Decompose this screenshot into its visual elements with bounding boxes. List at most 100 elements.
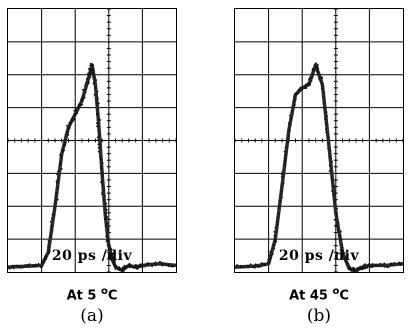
- sample-dot: [264, 263, 266, 266]
- sample-dot: [57, 170, 59, 173]
- sample-dot: [82, 98, 84, 101]
- sample-dot: [57, 186, 59, 189]
- sample-dot: [110, 248, 113, 251]
- sample-dot: [316, 70, 319, 73]
- sample-dot: [96, 102, 98, 104]
- sample-dot: [279, 200, 281, 202]
- sample-dot: [96, 90, 99, 93]
- sample-dot: [64, 133, 67, 136]
- sample-dot: [368, 262, 371, 265]
- sample-dot: [50, 224, 52, 227]
- sample-dot: [315, 62, 317, 64]
- sample-dot: [108, 245, 111, 248]
- sample-dot: [269, 250, 272, 253]
- sample-dot: [59, 163, 61, 166]
- sample-dot: [64, 142, 67, 145]
- sample-dot: [28, 265, 30, 268]
- sample-dot: [89, 64, 92, 67]
- sample-dot: [301, 88, 304, 91]
- degree-symbol-b: o: [332, 286, 340, 297]
- sample-dot: [321, 83, 323, 85]
- sample-dot: [343, 251, 345, 254]
- sample-dot: [85, 88, 87, 91]
- sample-dot: [84, 91, 87, 94]
- sample-dot: [56, 198, 59, 201]
- sample-dot: [118, 269, 121, 271]
- sample-dot: [105, 240, 108, 243]
- sample-dot: [291, 110, 293, 112]
- sample-dot: [288, 135, 291, 137]
- sample-dot: [33, 266, 36, 268]
- sample-dot: [281, 171, 284, 174]
- sample-dot: [363, 264, 365, 267]
- sample-dot: [8, 267, 11, 270]
- sample-dot: [64, 141, 66, 144]
- sample-dot: [138, 263, 141, 266]
- sample-dot: [107, 229, 110, 232]
- timebase-label-a: 20 ps /div: [51, 248, 133, 264]
- sample-dot: [12, 267, 15, 270]
- sample-dot: [93, 94, 96, 96]
- sample-dot: [19, 267, 22, 269]
- sample-dot: [100, 167, 103, 170]
- sample-dot: [109, 258, 112, 261]
- sample-dot: [84, 82, 87, 84]
- sample-dot: [321, 77, 324, 80]
- waveform-plot-b: [235, 9, 403, 272]
- sample-dot: [340, 230, 342, 233]
- condition-label-b: At 45 oC: [234, 286, 404, 303]
- sample-dot: [159, 261, 161, 264]
- sample-dot: [98, 130, 100, 132]
- sample-dot: [138, 265, 141, 268]
- sample-dot: [325, 131, 327, 134]
- sample-dot: [69, 122, 72, 125]
- sample-dot: [330, 175, 333, 178]
- sample-dot: [325, 111, 328, 114]
- sample-dot: [60, 156, 63, 158]
- sample-dot: [336, 229, 339, 232]
- sample-dot: [291, 111, 293, 114]
- sample-dot: [60, 168, 63, 170]
- sample-dot: [97, 146, 100, 149]
- sample-dot: [334, 198, 337, 201]
- sample-dot: [364, 266, 367, 269]
- sample-dot: [104, 225, 107, 227]
- sample-dot: [104, 217, 107, 220]
- sample-dot: [91, 73, 94, 76]
- sample-dot: [306, 82, 309, 85]
- sample-dot: [341, 253, 344, 256]
- sample-dot: [105, 233, 108, 235]
- sample-dot: [253, 267, 256, 269]
- sample-dot: [274, 239, 276, 242]
- sample-dot: [313, 70, 316, 73]
- sample-dot: [274, 226, 277, 229]
- sample-dot: [96, 136, 99, 139]
- sample-dot: [331, 190, 333, 192]
- sample-dot: [272, 246, 275, 249]
- sample-dot: [67, 131, 70, 133]
- condition-unit-a: C: [107, 288, 118, 304]
- sample-dot: [393, 262, 395, 264]
- sample-dot: [301, 86, 303, 89]
- sample-dot: [15, 264, 18, 267]
- sample-dot: [47, 243, 50, 246]
- sample-dot: [310, 80, 313, 82]
- sample-dot: [336, 207, 339, 210]
- sample-dot: [278, 212, 280, 215]
- sample-dot: [288, 137, 290, 140]
- sample-dot: [107, 253, 110, 256]
- sample-dot: [380, 264, 383, 267]
- sample-dot: [131, 265, 133, 268]
- sample-dot: [359, 265, 361, 268]
- sample-dot: [61, 150, 64, 153]
- sample-dot: [17, 266, 19, 269]
- sample-dot: [41, 265, 43, 268]
- sample-dot: [347, 267, 350, 270]
- sample-dot: [103, 195, 106, 197]
- sample-dot: [75, 108, 77, 111]
- sample-dot: [273, 234, 276, 237]
- sample-dot: [135, 264, 138, 266]
- sample-dot: [342, 249, 344, 252]
- sample-dot: [323, 96, 326, 99]
- sample-dot: [107, 236, 109, 239]
